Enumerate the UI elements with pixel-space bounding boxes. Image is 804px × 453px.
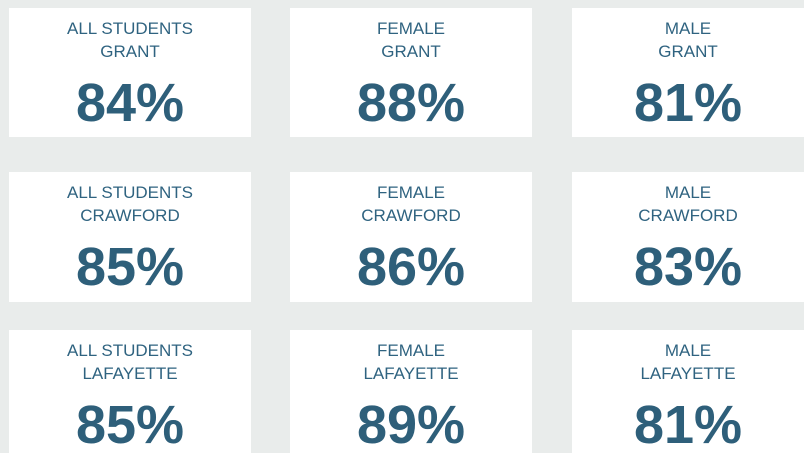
- stat-card: FEMALE LAFAYETTE 89%: [290, 330, 532, 453]
- card-label: MALE: [664, 341, 712, 360]
- card-label: FEMALE: [376, 341, 446, 360]
- card-label: GRANT: [658, 42, 718, 61]
- card-label: LAFAYETTE: [640, 364, 736, 383]
- card-label: LAFAYETTE: [363, 364, 459, 383]
- card-label: ALL STUDENTS: [67, 183, 193, 202]
- card-label: MALE: [664, 19, 712, 38]
- stat-card: FEMALE GRANT 88%: [290, 8, 532, 137]
- card-value: 81%: [633, 73, 743, 133]
- stat-card: ALL STUDENTS LAFAYETTE 85%: [9, 330, 251, 453]
- card-label: FEMALE: [376, 183, 446, 202]
- card-label: ALL STUDENTS: [67, 19, 193, 38]
- card-value: 89%: [356, 395, 466, 453]
- card-label: GRANT: [381, 42, 441, 61]
- card-label: CRAWFORD: [361, 206, 461, 225]
- card-label: GRANT: [100, 42, 160, 61]
- card-value: 85%: [75, 395, 185, 453]
- stat-card: ALL STUDENTS CRAWFORD 85%: [9, 172, 251, 302]
- card-label: CRAWFORD: [80, 206, 180, 225]
- stat-card: ALL STUDENTS GRANT 84%: [9, 8, 251, 137]
- stat-card: MALE GRANT 81%: [572, 8, 804, 137]
- card-label: MALE: [664, 183, 712, 202]
- card-value: 88%: [356, 73, 466, 133]
- card-label: LAFAYETTE: [82, 364, 178, 383]
- card-label: FEMALE: [376, 19, 446, 38]
- card-value: 86%: [356, 237, 466, 297]
- card-value: 81%: [633, 395, 743, 453]
- card-value: 83%: [633, 237, 743, 297]
- card-label: CRAWFORD: [638, 206, 738, 225]
- card-value: 85%: [75, 237, 185, 297]
- card-label: ALL STUDENTS: [67, 341, 193, 360]
- stat-card: MALE LAFAYETTE 81%: [572, 330, 804, 453]
- stat-card: FEMALE CRAWFORD 86%: [290, 172, 532, 302]
- card-value: 84%: [75, 73, 185, 133]
- stat-card: MALE CRAWFORD 83%: [572, 172, 804, 302]
